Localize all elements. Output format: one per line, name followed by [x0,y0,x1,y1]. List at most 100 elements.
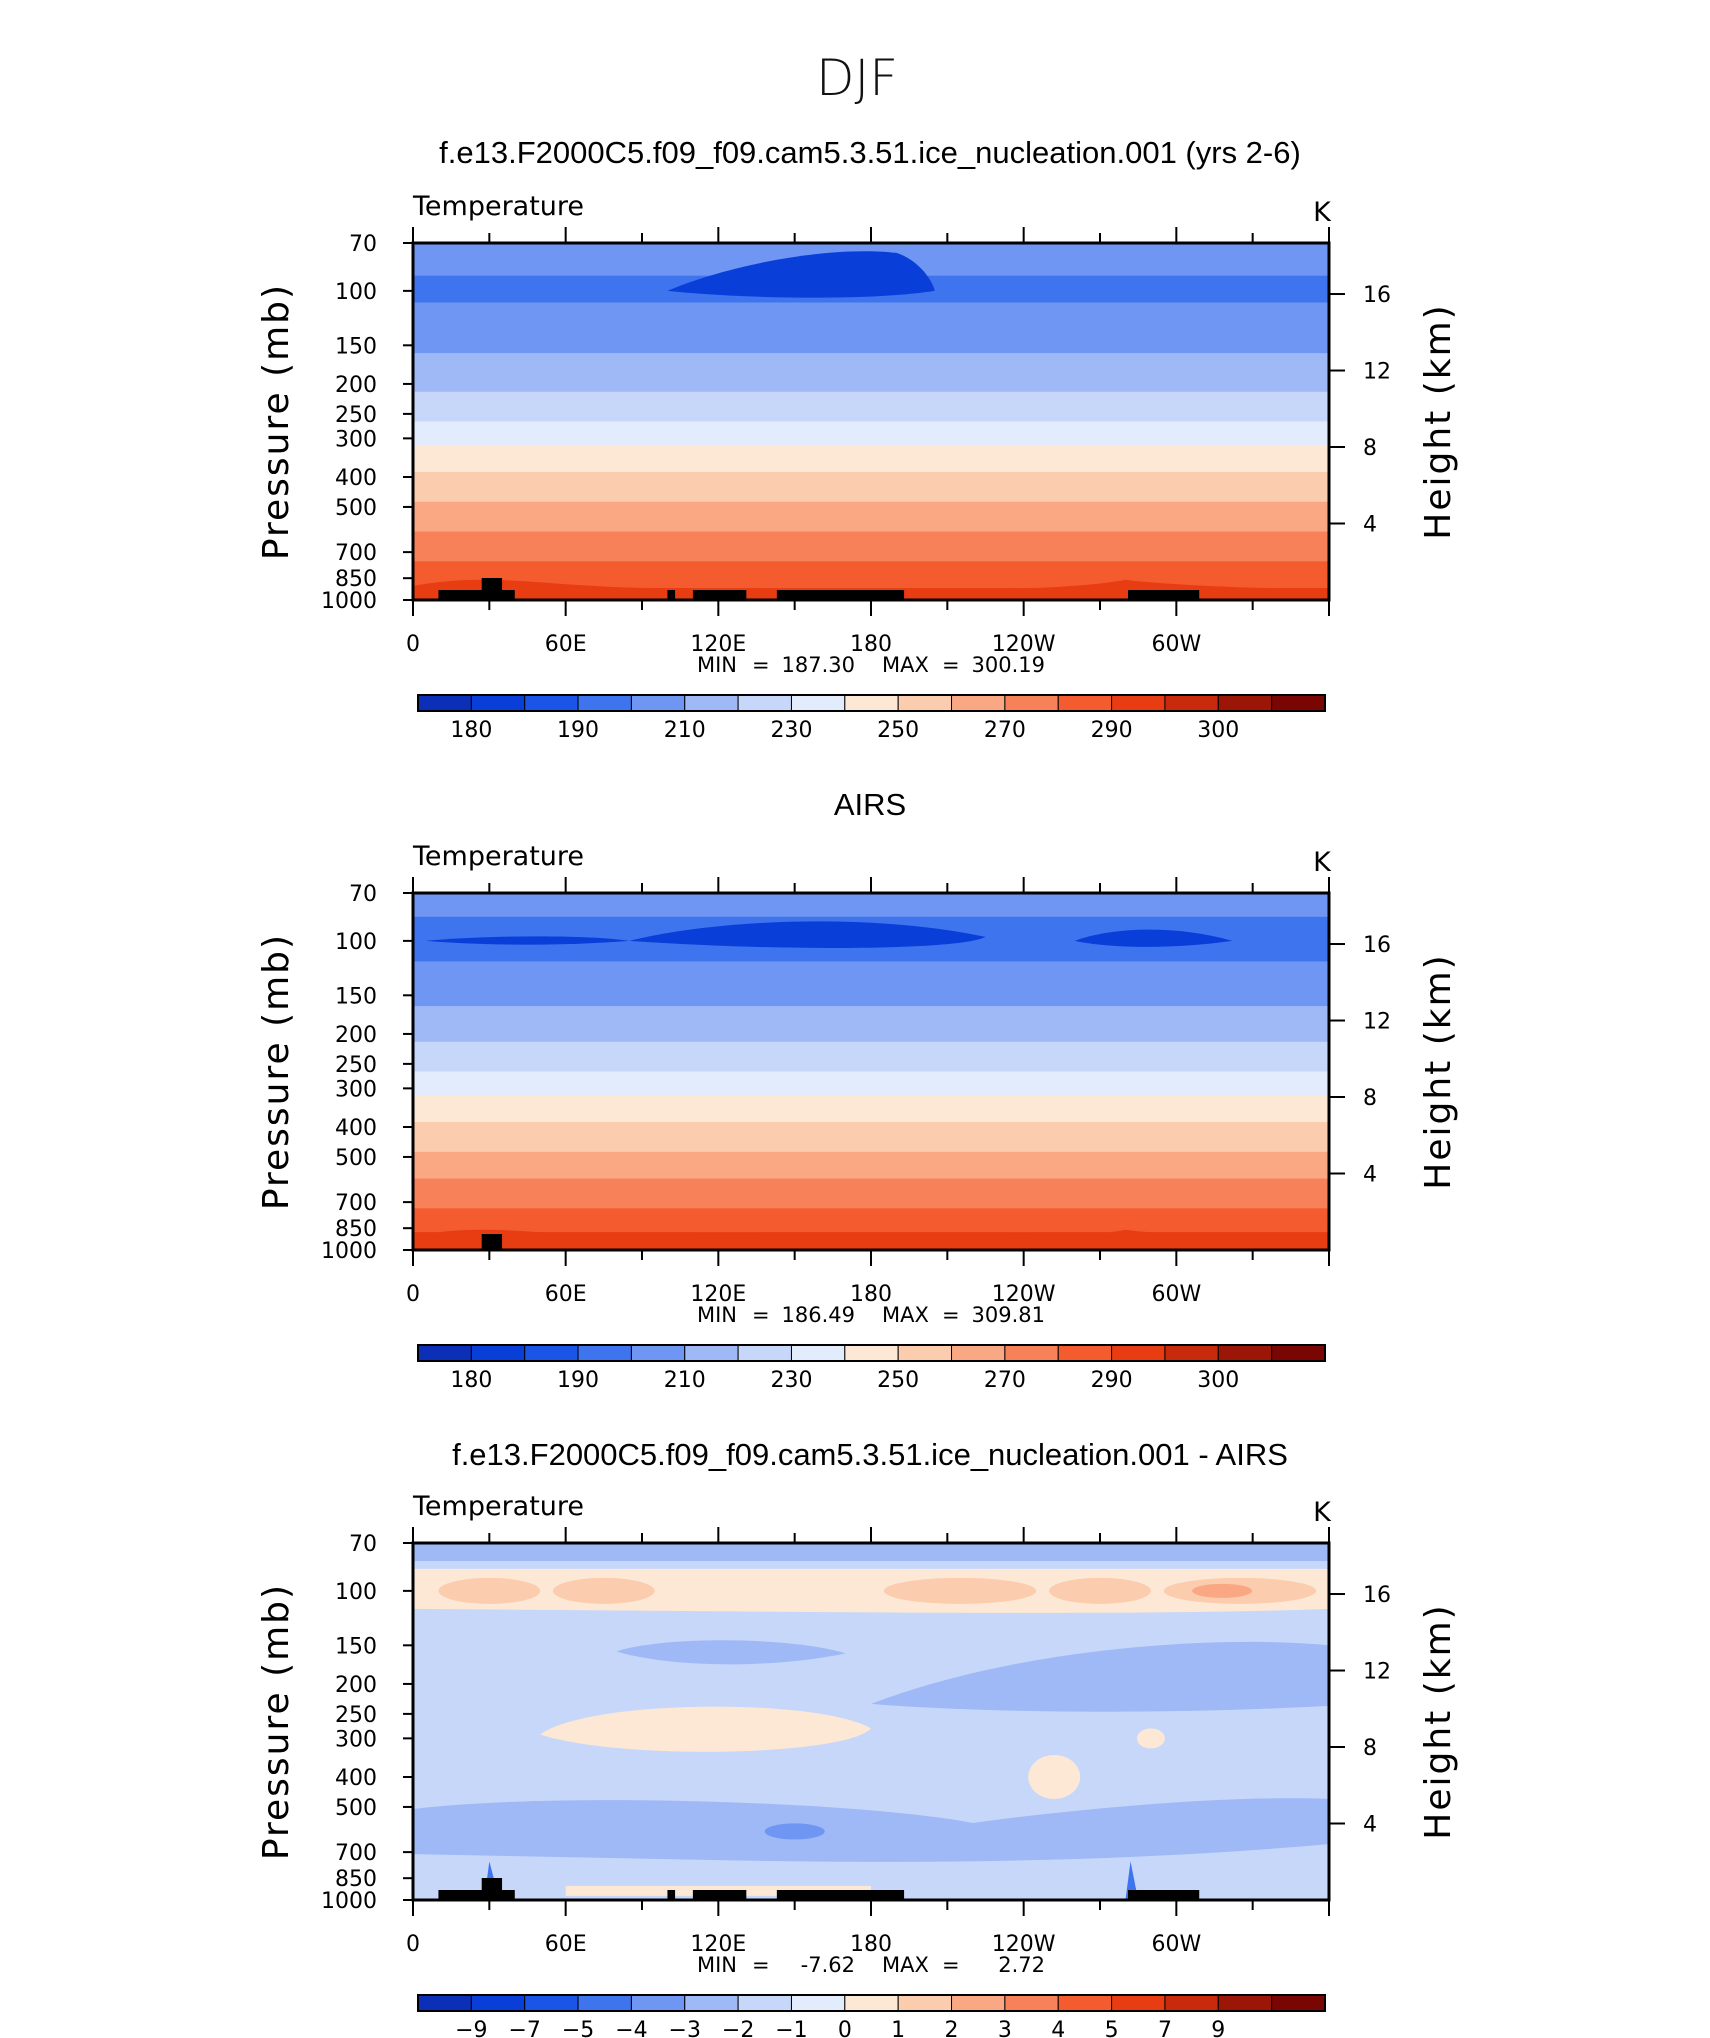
colorbar-swatch [524,694,579,712]
contour-band [413,976,1329,980]
contour-band [413,1000,1329,1004]
anomaly-band-top [413,1543,1329,1561]
contour-band [413,1098,1329,1102]
contour-band [413,403,1329,408]
colorbar-label: −2 [722,2018,754,2038]
contour-band [413,1116,1329,1120]
colorbar-label: 300 [1197,718,1239,743]
pressure-tick-label: 700 [335,1191,377,1216]
pressure-tick-label: 850 [335,1867,377,1892]
contour-band [413,1104,1329,1108]
contour-band [413,1220,1329,1224]
contour-band [413,1214,1329,1218]
contour-band [413,347,1329,351]
contour-band [413,964,1329,968]
pressure-tick-label: 150 [335,984,377,1009]
positive-anomaly-cell [438,1577,541,1604]
contour-band [413,1142,1329,1147]
colorbar-frame [417,1994,1326,2012]
contour-band [413,1012,1329,1016]
contour-band [413,1095,1329,1099]
contour-band [413,481,1329,485]
colorbar: −9 −7 −5 −4 −3 −2 −1 0 1 2 3 4 5 7 9 [417,1994,1326,2038]
contour-band [413,904,1329,909]
contour-band [413,1166,1329,1171]
colorbar-swatch [577,694,632,712]
contour-band [413,463,1329,467]
contour-band [413,391,1329,396]
colorbar-swatch [1111,694,1166,712]
y2-axis-label: Height (km) [1418,303,1459,539]
contour-band [413,1071,1329,1076]
pressure-tick-label: 700 [335,1841,377,1866]
contour-band [413,498,1329,503]
colorbar-label: 290 [1091,1368,1133,1393]
colorbar-swatch [684,1344,739,1362]
colorbar-swatch [524,1994,579,2012]
contour-band [413,424,1329,429]
colorbar-label: 0 [838,2018,852,2038]
plot-fill [413,243,1329,600]
contour-band [413,1184,1329,1189]
colorbar-swatch [1004,1994,1059,2012]
contour-band [413,1017,1329,1022]
max-value: 309.81 [972,1303,1045,1327]
colorbar-swatch [951,1994,1006,2012]
pressure-tick-label: 500 [335,1796,377,1821]
colorbar-swatch [524,1344,579,1362]
colorbar-label: 250 [877,1368,919,1393]
pressure-tick-label: 70 [349,882,377,907]
panel-title: AIRS [834,787,906,822]
colorbar-swatch [417,1994,472,2012]
max-equals: = [942,1953,960,1977]
contour-band [413,492,1329,497]
contour-band [413,1125,1329,1129]
topography-block [692,1890,747,1900]
topography [438,1878,1200,1900]
pressure-tick-label: 400 [335,466,377,491]
colorbar-swatch [737,694,792,712]
height-tick-label: 4 [1363,1163,1377,1188]
contour-band [413,1208,1329,1212]
pressure-tick-label: 200 [335,1673,377,1698]
contour-band [413,534,1329,539]
height-tick-label: 4 [1363,1813,1377,1838]
units-label: K [1313,847,1332,878]
lon-tick-label: 180 [850,1932,892,1957]
contour-band [413,1119,1329,1123]
colorbar-swatch [1057,1344,1113,1362]
contour-band [413,1009,1329,1013]
min-value: -7.62 [801,1953,855,1977]
colorbar-label: 270 [984,1368,1026,1393]
colorbar-swatch [1164,1994,1219,2012]
contour-band [413,985,1329,989]
contour-band [413,1181,1329,1186]
pressure-tick-label: 400 [335,1116,377,1141]
contour-band [413,454,1329,458]
colorbar-label: 250 [877,718,919,743]
contour-band [413,1136,1329,1141]
contour-band [413,1044,1329,1049]
contour-band [413,1080,1329,1084]
contour-band [413,1148,1329,1153]
pressure-tick-label: 250 [335,403,377,428]
contour-band [413,1089,1329,1093]
min-label: MIN [697,653,737,677]
contour-band [413,406,1329,411]
pressure-tick-label: 150 [335,334,377,359]
contour-band [413,341,1329,345]
contour-band [413,1050,1329,1055]
contour-band [413,421,1329,426]
contour-band [413,472,1329,476]
contour-band [413,585,1329,589]
height-tick-label: 8 [1363,1086,1377,1111]
contour-band [413,1178,1329,1183]
contour-band [413,1139,1329,1144]
positive-anomaly-cell [1028,1754,1081,1799]
colorbar-swatch [790,1344,846,1362]
contour-band [413,543,1329,548]
contour-band [413,323,1329,327]
colorbar-label: 3 [998,2018,1012,2038]
contour-band [413,507,1329,512]
lon-tick-label: 120E [690,632,746,657]
